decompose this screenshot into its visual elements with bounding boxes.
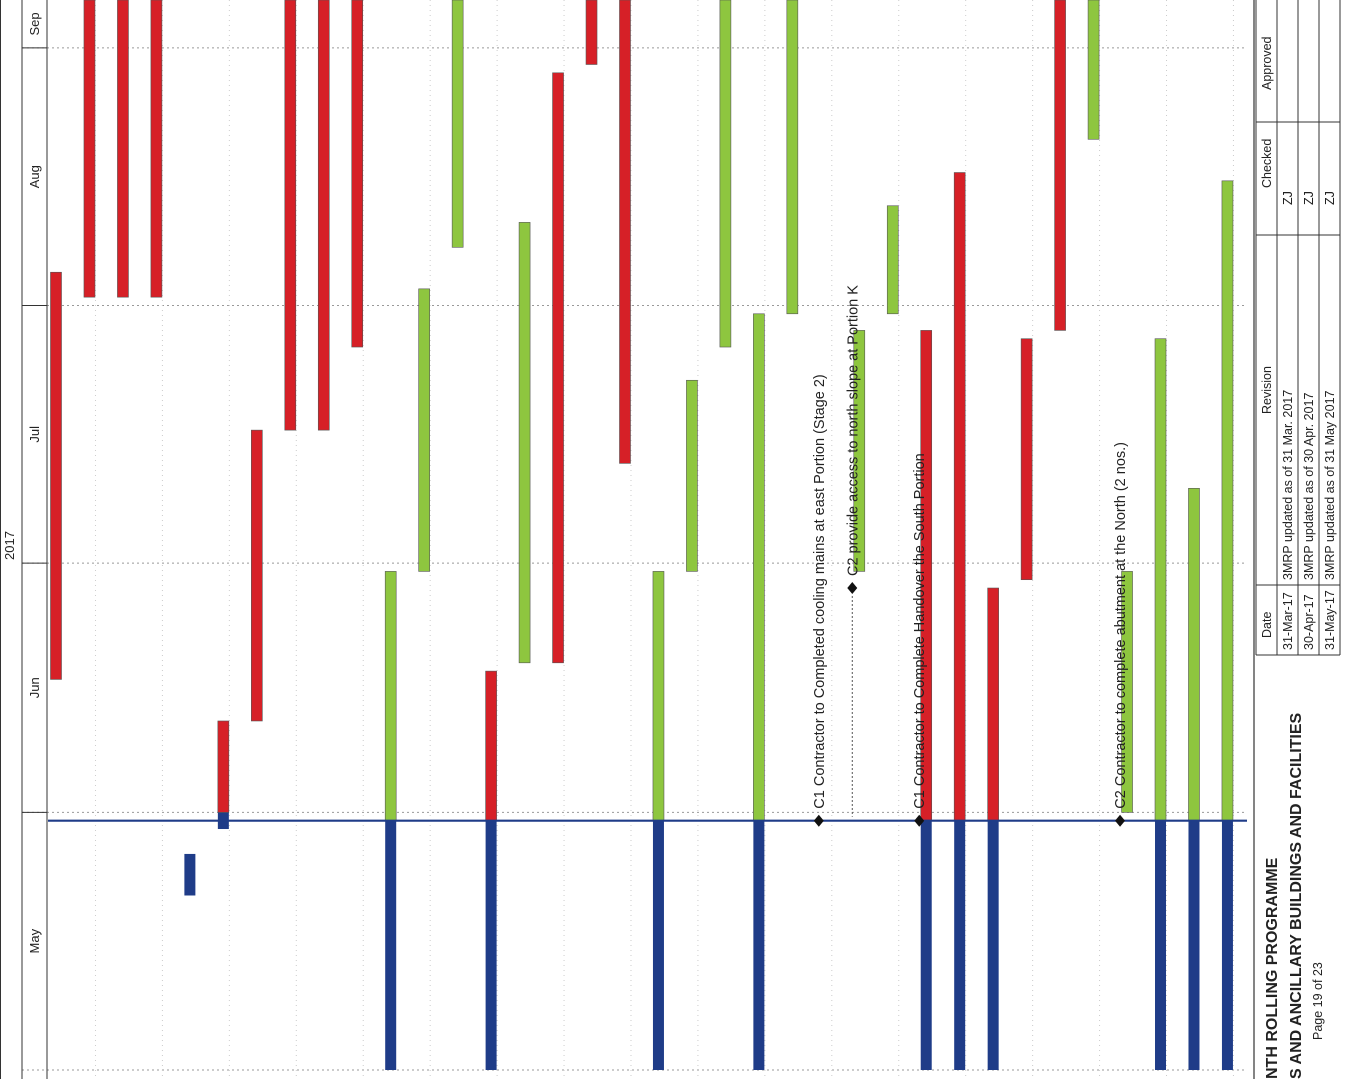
critical-task-bar <box>585 0 598 65</box>
noncritical-task-bar <box>652 571 665 822</box>
month-label: Sep <box>27 12 42 35</box>
critical-task-bar <box>485 670 497 821</box>
progress-task-bar <box>753 820 765 1070</box>
noncritical-task-bar <box>451 0 464 248</box>
revtable-cell-date: 31-Mar-17 <box>1281 592 1295 650</box>
noncritical-task-bar <box>1221 180 1234 821</box>
month-label: Jun <box>27 677 42 698</box>
title-block: NTH ROLLING PROGRAMME S AND ANCILLARY BUI… <box>1253 0 1325 1079</box>
critical-task-bar <box>117 0 129 298</box>
milestones: C1 Contractor to Completed cooling mains… <box>812 285 1129 827</box>
progress-task-bar <box>1155 820 1167 1070</box>
noncritical-task-bar <box>1188 487 1200 821</box>
revtable-header-checked: Checked <box>1260 139 1274 188</box>
noncritical-task-bar <box>886 205 899 315</box>
noncritical-task-bar <box>853 330 866 572</box>
revtable-cell-checked: ZJ <box>1302 191 1316 205</box>
critical-task-bar <box>251 429 263 722</box>
critical-task-bar <box>217 720 230 813</box>
critical-task-bar <box>619 0 631 464</box>
progress-task-bar <box>920 820 932 1070</box>
year-label: 2017 <box>2 531 17 560</box>
revtable-cell-revision: 3MRP updated as of 31 May 2017 <box>1323 390 1337 580</box>
critical-task-bar <box>317 0 330 431</box>
noncritical-task-bar <box>686 379 698 572</box>
noncritical-task-bar <box>786 0 799 315</box>
milestone-diamond <box>847 582 858 595</box>
revision-table: Date Revision Checked Approved 31-Mar-17 3MRP… <box>1255 0 1341 656</box>
critical-task-bar <box>987 587 999 822</box>
month-label: Jul <box>27 426 42 443</box>
progress-task-bar <box>184 853 196 896</box>
progress-task-bar <box>385 820 397 1070</box>
revtable-cell-date: 31-May-17 <box>1323 590 1337 650</box>
critical-task-bar <box>351 0 364 348</box>
revtable-header-revision: Revision <box>1260 366 1274 414</box>
critical-task-bar <box>83 0 96 298</box>
task-bars <box>50 0 1234 1070</box>
month-label: Aug <box>27 165 42 188</box>
progress-task-bar <box>485 820 497 1070</box>
critical-task-bar <box>1020 338 1033 581</box>
critical-task-bar <box>552 72 564 664</box>
noncritical-task-bar <box>518 222 531 664</box>
milestone-label: C1 Contractor to Completed cooling mains… <box>812 374 828 808</box>
milestone-diamond <box>1115 814 1126 827</box>
progress-task-bar <box>954 820 966 1070</box>
revtable-header-date: Date <box>1260 612 1274 638</box>
noncritical-task-bar <box>719 0 732 348</box>
progress-task-bar <box>1221 820 1233 1070</box>
noncritical-task-bar <box>1121 571 1133 813</box>
critical-task-bar <box>50 271 62 680</box>
noncritical-task-bar <box>418 288 430 572</box>
noncritical-task-bar <box>1154 338 1167 822</box>
revtable-cell-revision: 3MRP updated as of 30 Apr. 2017 <box>1302 393 1316 580</box>
milestone-label: C2 provide access to north slope at Port… <box>845 285 861 576</box>
revtable-cell-revision: 3MRP updated as of 31 Mar. 2017 <box>1281 390 1295 580</box>
revtable-cell-date: 30-Apr-17 <box>1302 594 1316 650</box>
milestone-label: C2 Contractor to complete abutment at th… <box>1113 442 1129 809</box>
page-number: Page 19 of 23 <box>1311 962 1325 1040</box>
progress-task-bar <box>1188 820 1200 1070</box>
noncritical-task-bar <box>384 571 397 822</box>
milestone-label: C1 Contractor to Complete Handover the S… <box>912 453 928 808</box>
grid-lines <box>22 0 1247 1079</box>
milestone-diamond <box>914 814 925 827</box>
critical-task-bar <box>953 172 966 821</box>
noncritical-task-bar <box>1087 0 1100 140</box>
timeline-header: 2017 May Jun Jul Aug Sep <box>0 0 48 1079</box>
critical-task-bar <box>1054 0 1066 331</box>
critical-task-bar <box>284 0 297 431</box>
noncritical-task-bar <box>753 313 765 822</box>
critical-task-bar <box>150 0 163 298</box>
title-line-2: S AND ANCILLARY BUILDINGS AND FACILITIES <box>1288 712 1305 1079</box>
title-line-1: NTH ROLLING PROGRAMME <box>1264 857 1281 1079</box>
revtable-cell-checked: ZJ <box>1281 191 1295 205</box>
month-label: May <box>27 928 42 953</box>
progress-task-bar <box>652 820 664 1070</box>
milestone-diamond <box>813 814 824 827</box>
progress-task-bar <box>987 820 999 1070</box>
revtable-cell-checked: ZJ <box>1323 191 1337 205</box>
revtable-header-approved: Approved <box>1260 36 1274 90</box>
